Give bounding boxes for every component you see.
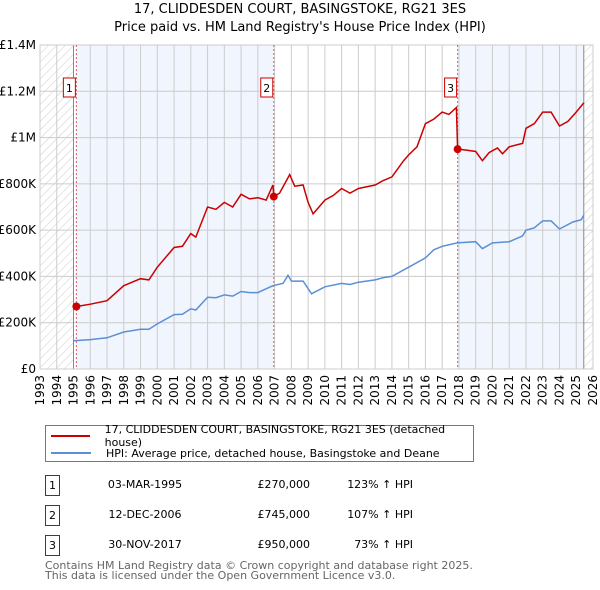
x-tick-label: 2022 xyxy=(519,375,533,406)
sale-label: 3 xyxy=(447,82,454,95)
sale-marker-badge: 3 xyxy=(45,535,60,556)
x-tick-label: 2014 xyxy=(385,375,399,406)
legend-swatch-red xyxy=(51,435,90,437)
x-tick-label: 1997 xyxy=(100,375,114,406)
x-tick-label: 2006 xyxy=(251,375,265,406)
x-tick-label: 1996 xyxy=(83,375,97,406)
x-tick-label: 2007 xyxy=(268,375,282,406)
sale-row: 2 12-DEC-2006 £745,000 107% ↑ HPI xyxy=(45,505,465,526)
y-tick-label: £1M xyxy=(10,131,36,145)
x-tick-label: 2015 xyxy=(402,375,416,406)
sale-point xyxy=(453,145,462,154)
x-tick-label: 2017 xyxy=(435,375,449,406)
x-tick-label: 2002 xyxy=(184,375,198,406)
y-tick-label: £400K xyxy=(0,269,37,283)
hpi-line xyxy=(73,214,585,342)
chart-legend: 17, CLIDDESDEN COURT, BASINGSTOKE, RG21 … xyxy=(45,423,474,462)
sale-date: 30-NOV-2017 xyxy=(108,538,182,551)
x-tick-label: 2019 xyxy=(469,375,483,406)
sale-label: 2 xyxy=(263,82,270,95)
sale-row: 1 03-MAR-1995 £270,000 123% ↑ HPI xyxy=(45,475,465,496)
price-chart: 1993 1994 1995 1996 1997 1998 1999 2000 2001 2002… xyxy=(0,38,600,406)
sale-label-box xyxy=(260,77,274,98)
x-tick-label: 2016 xyxy=(418,375,432,406)
sale-point xyxy=(72,302,81,311)
sale-date: 12-DEC-2006 xyxy=(108,508,182,521)
x-tick-label: 2021 xyxy=(502,375,516,406)
x-tick-label: 2011 xyxy=(335,375,349,406)
x-tick-label: 2004 xyxy=(217,375,231,406)
legend-label: HPI: Average price, detached house, Basi… xyxy=(106,446,440,460)
property-price-line xyxy=(76,102,585,308)
chart-subtitle: Price paid vs. HM Land Registry's House … xyxy=(114,20,486,35)
sale-price: £950,000 xyxy=(257,538,311,551)
y-tick-label: £1.2M xyxy=(0,84,36,98)
x-tick-label: 2003 xyxy=(201,375,215,406)
x-tick-label: 2024 xyxy=(552,375,566,406)
sale-point xyxy=(269,192,278,201)
x-tick-label: 1995 xyxy=(67,375,81,406)
legend-item-hpi: HPI: Average price, detached house, Basi… xyxy=(46,445,440,461)
x-tick-label: 2013 xyxy=(368,375,382,406)
x-tick-label: 2020 xyxy=(485,375,499,406)
sale-label: 1 xyxy=(66,82,73,95)
sale-row: 3 30-NOV-2017 £950,000 73% ↑ HPI xyxy=(45,535,465,556)
y-tick-label: £1.4M xyxy=(0,38,36,52)
x-tick-label: 1994 xyxy=(50,375,64,406)
plot-frame xyxy=(39,44,594,370)
sale-marker-badge: 2 xyxy=(45,505,60,526)
sale-price: £745,000 xyxy=(257,508,311,521)
ownership-shading xyxy=(457,45,584,369)
x-tick-label: 2023 xyxy=(536,375,550,406)
y-tick-label: £200K xyxy=(0,316,37,330)
x-tick-label: 2000 xyxy=(150,375,164,406)
sale-hpi-diff: 73% ↑ HPI xyxy=(354,538,413,551)
x-tick-label: 2005 xyxy=(234,375,248,406)
chart-title: 17, CLIDDESDEN COURT, BASINGSTOKE, RG21 … xyxy=(133,2,467,17)
sale-hpi-diff: 123% ↑ HPI xyxy=(347,478,413,491)
x-tick-label: 2010 xyxy=(318,375,332,406)
y-tick-label: £600K xyxy=(0,223,37,237)
x-tick-label: 2008 xyxy=(284,375,298,406)
y-tick-label: £0 xyxy=(21,362,36,376)
sale-hpi-diff: 107% ↑ HPI xyxy=(347,508,413,521)
x-tick-label: 1998 xyxy=(117,375,131,406)
sale-label-box xyxy=(62,77,76,98)
legend-item-property: 17, CLIDDESDEN COURT, BASINGSTOKE, RG21 … xyxy=(46,423,473,449)
x-tick-label: 2001 xyxy=(167,375,181,406)
x-tick-label: 1993 xyxy=(33,375,47,406)
sale-label-box xyxy=(444,77,458,98)
x-tick-label: 2026 xyxy=(586,375,600,406)
x-tick-label: 2018 xyxy=(452,375,466,406)
legend-swatch-blue xyxy=(51,452,91,454)
footer-licence: This data is licensed under the Open Gov… xyxy=(45,569,396,582)
x-tick-label: 1999 xyxy=(134,375,148,406)
x-tick-label: 2025 xyxy=(569,375,583,406)
ownership-shading xyxy=(76,45,274,369)
no-data-hatch-right xyxy=(583,45,593,369)
sale-date: 03-MAR-1995 xyxy=(107,478,183,491)
x-tick-label: 2012 xyxy=(351,375,365,406)
y-tick-label: £800K xyxy=(0,177,37,191)
x-tick-label: 2009 xyxy=(301,375,315,406)
footer-copyright: Contains HM Land Registry data © Crown c… xyxy=(45,559,473,572)
legend-label: 17, CLIDDESDEN COURT, BASINGSTOKE, RG21 … xyxy=(104,423,446,449)
sale-price: £270,000 xyxy=(257,478,311,491)
sale-marker-badge: 1 xyxy=(45,475,60,496)
